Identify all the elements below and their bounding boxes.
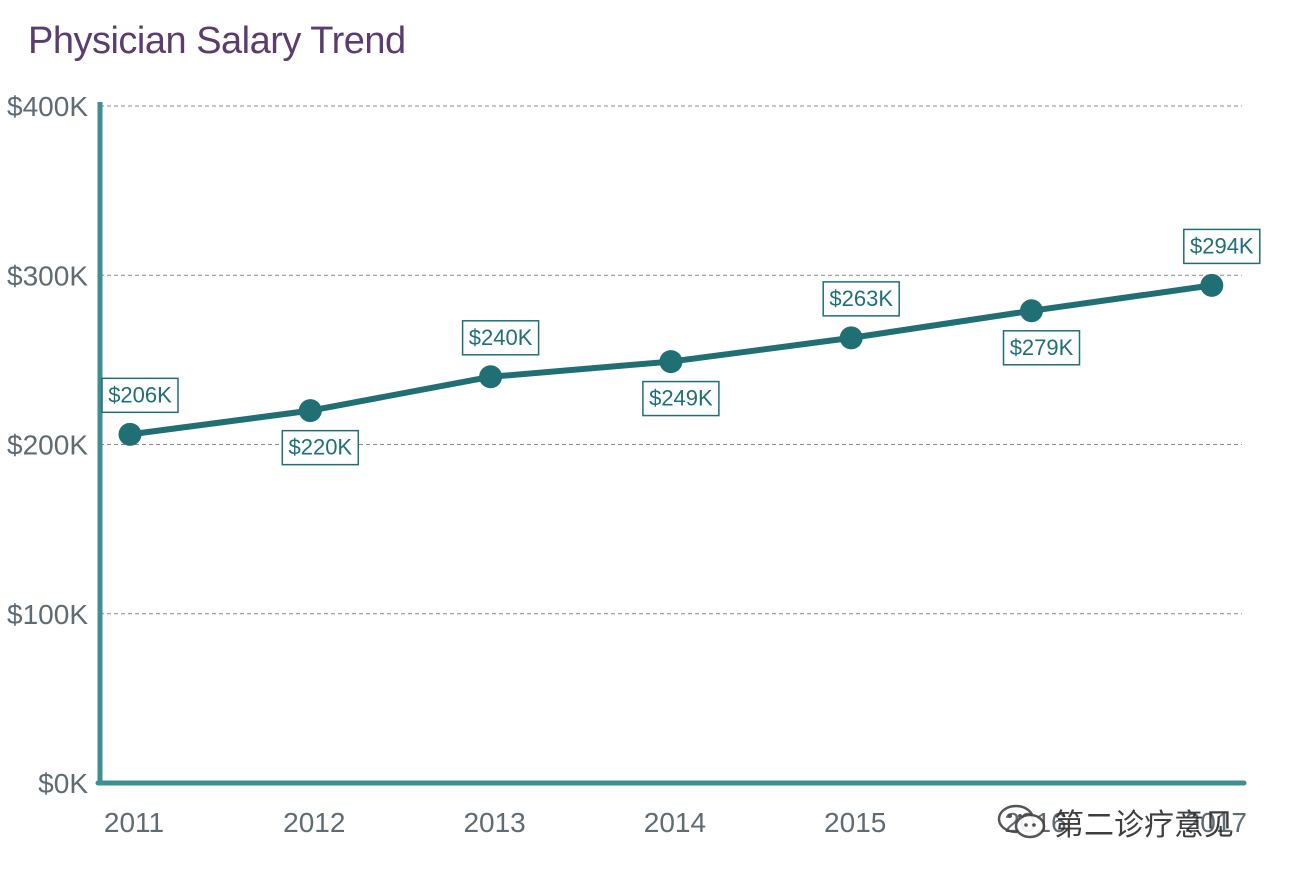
data-label-text: $220K [288,435,352,460]
data-point [479,365,503,389]
y-tick-label: $200K [7,430,88,461]
data-label-box [461,320,540,356]
data-point [839,326,863,350]
data-point [298,399,322,423]
y-tick-labels: $0K $100K $200K $300K $400K [7,91,88,799]
data-label: $279K [1002,330,1081,366]
data-label-box [822,281,900,317]
data-label: $206K [101,377,179,414]
data-label: $220K [281,429,360,466]
x-tick-label: 2011 [104,807,164,838]
data-label-text: $206K [108,382,172,407]
data-label-box [101,377,179,414]
wechat-icon [997,804,1046,839]
data-points [118,273,1224,446]
x-tick-label: 2013 [463,807,525,838]
data-label-text: $249K [649,386,713,411]
x-tick-label: 2015 [824,807,886,838]
chart-title: Physician Salary Trend [28,20,406,62]
watermark: 第二诊疗意见 [996,800,1234,844]
data-label-box [281,429,360,466]
x-tick-label: 2017 [1185,807,1247,838]
x-tick-label: 2014 [644,807,706,838]
data-labels: $206K $220K $240K $249K $263K $279K $294K [101,228,1261,466]
data-label: $249K [642,380,720,417]
data-point [659,350,683,374]
data-label-box [1183,228,1261,265]
data-label-box [1002,330,1081,366]
data-point [118,422,142,446]
data-point [1020,299,1043,323]
data-label-text: $240K [469,325,533,350]
y-tick-label: $400K [7,91,88,122]
axes [95,102,1247,786]
data-label-text: $294K [1190,233,1254,258]
data-label-text: $263K [829,286,893,311]
watermark-text: 第二诊疗意见 [1054,808,1234,843]
x-tick-label: 2012 [283,807,345,838]
y-tick-label: $100K [7,599,88,630]
data-label: $294K [1183,228,1261,265]
data-point [1200,273,1224,297]
y-tick-label: $0K [38,768,88,799]
data-label-text: $279K [1010,335,1074,360]
data-label: $263K [822,281,900,317]
y-tick-label: $300K [7,260,88,291]
data-label: $240K [461,320,540,356]
data-label-box [642,380,720,417]
